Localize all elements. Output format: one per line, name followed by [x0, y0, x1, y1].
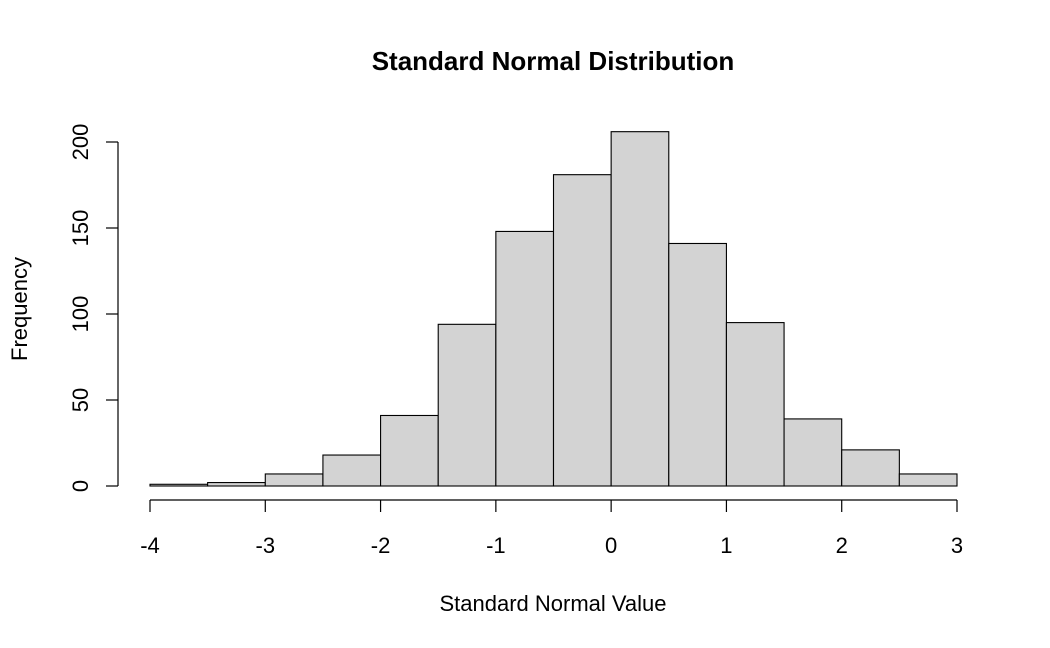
histogram-bar [437, 323, 497, 487]
x-tick-label: 3 [951, 533, 963, 558]
y-tick-label: 100 [68, 296, 93, 333]
x-tick-label: -1 [486, 533, 506, 558]
x-axis-label: Standard Normal Value [439, 591, 666, 616]
histogram-bar [207, 482, 266, 487]
x-tick-label: -2 [371, 533, 391, 558]
histogram-bar [552, 174, 612, 487]
histogram-bars [149, 131, 958, 487]
histogram-bar [668, 242, 727, 487]
histogram-bar [610, 131, 670, 487]
histogram-bar [783, 418, 843, 487]
y-tick-label: 150 [68, 210, 93, 247]
histogram-bar [725, 322, 785, 487]
x-axis: -4 -3 -2 -1 0 1 2 3 [140, 499, 963, 558]
histogram-bar [380, 414, 439, 487]
histogram-bar [495, 230, 555, 487]
histogram-bar [841, 449, 900, 487]
y-tick-label: 0 [68, 480, 93, 492]
chart-title: Standard Normal Distribution [372, 46, 735, 76]
y-axis-label: Frequency [7, 257, 32, 361]
x-tick-label: 1 [720, 533, 732, 558]
histogram-bar [149, 483, 209, 487]
y-tick-label: 200 [68, 124, 93, 161]
x-tick-label: 2 [836, 533, 848, 558]
y-tick-label: 50 [68, 388, 93, 412]
x-tick-label: -4 [140, 533, 160, 558]
histogram-bar [322, 454, 382, 487]
histogram-bar [898, 473, 958, 487]
x-tick-label: 0 [605, 533, 617, 558]
histogram-bar [264, 473, 324, 487]
x-tick-label: -3 [256, 533, 276, 558]
y-axis: 0 50 100 150 200 [68, 124, 119, 492]
